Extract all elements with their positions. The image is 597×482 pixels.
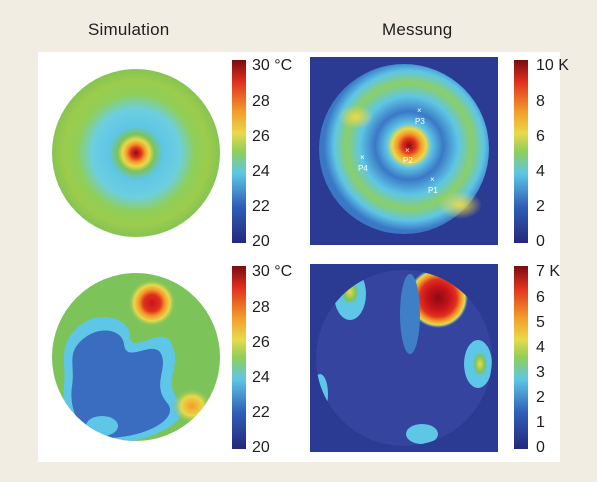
tick-label: 1 xyxy=(536,414,545,431)
marker-label: P4 xyxy=(358,164,368,173)
tick-label: 0 xyxy=(536,439,545,456)
title-simulation: Simulation xyxy=(88,20,170,39)
tick-label: 20 xyxy=(252,233,270,250)
marker-label: P2 xyxy=(403,156,413,165)
heatmap-messung-bottom xyxy=(310,264,498,452)
tick-label: 30 °C xyxy=(252,263,293,280)
heatmap-messung-top: ×P1 ×P2 ×P3 ×P4 xyxy=(310,57,498,245)
tick-label: 28 xyxy=(252,93,270,110)
svg-text:×: × xyxy=(360,153,365,162)
tick-label: 26 xyxy=(252,128,270,145)
tick-label: 20 xyxy=(252,439,270,456)
marker-label: P3 xyxy=(415,117,425,126)
tick-label: 4 xyxy=(536,339,545,356)
tick-label: 4 xyxy=(536,163,545,180)
tick-label: 0 xyxy=(536,233,545,250)
tick-label: 22 xyxy=(252,198,270,215)
tick-label: 2 xyxy=(536,198,545,215)
tick-label: 8 xyxy=(536,93,545,110)
colorbar-messung-top xyxy=(514,60,528,243)
tick-label: 24 xyxy=(252,369,270,386)
tick-label: 22 xyxy=(252,404,270,421)
heatmap-simulation-top xyxy=(52,69,220,237)
tick-label: 5 xyxy=(536,314,545,331)
marker-label: P1 xyxy=(428,186,438,195)
tick-label: 7 K xyxy=(536,263,561,280)
tick-label: 6 xyxy=(536,128,545,145)
colorbar-messung-bottom xyxy=(514,266,528,449)
tick-label: 2 xyxy=(536,389,545,406)
svg-text:×: × xyxy=(417,106,422,115)
tick-label: 30 °C xyxy=(252,57,293,74)
title-messung: Messung xyxy=(382,20,453,39)
svg-text:×: × xyxy=(430,175,435,184)
tick-label: 6 xyxy=(536,289,545,306)
tick-label: 28 xyxy=(252,299,270,316)
colorbar-simulation-bottom xyxy=(232,266,246,449)
tick-label: 24 xyxy=(252,163,270,180)
tick-label: 10 K xyxy=(536,57,569,74)
tick-label: 26 xyxy=(252,334,270,351)
colorbar-simulation-top xyxy=(232,60,246,243)
svg-text:×: × xyxy=(405,146,410,155)
heatmap-simulation-bottom xyxy=(52,273,220,441)
tick-label: 3 xyxy=(536,364,545,381)
